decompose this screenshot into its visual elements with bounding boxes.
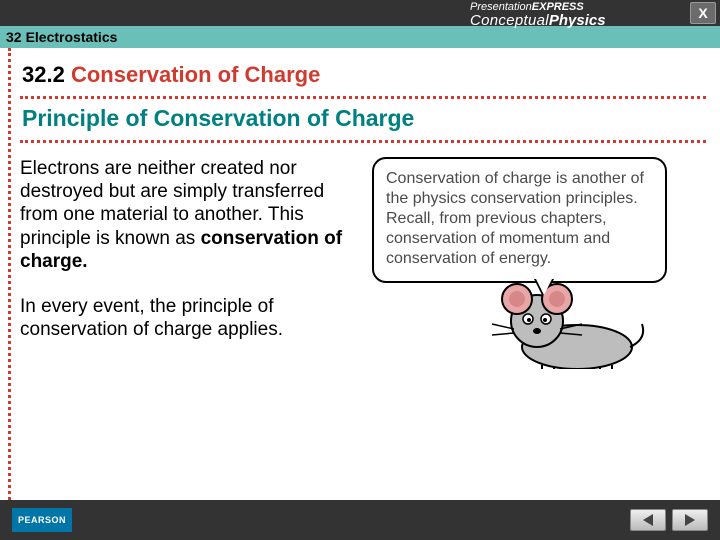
content-area: 32.2 Conservation of Charge Principle of…	[0, 48, 720, 500]
body-row: Electrons are neither created nor destro…	[20, 143, 706, 363]
section-heading: 32.2 Conservation of Charge	[20, 56, 706, 99]
section-number: 32.2	[22, 62, 65, 87]
chevron-left-icon	[643, 514, 653, 526]
brand-conceptual: Conceptual	[470, 12, 549, 29]
prev-button[interactable]	[630, 509, 666, 531]
subheading: Principle of Conservation of Charge	[20, 99, 706, 143]
body-text: Electrons are neither created nor destro…	[20, 157, 360, 363]
mouse-illustration	[482, 269, 652, 369]
section-title: Conservation of Charge	[71, 62, 320, 87]
chapter-number: 32	[6, 29, 22, 45]
paragraph-1: Electrons are neither created nor destro…	[20, 157, 360, 273]
chapter-bar: 32 Electrostatics	[0, 26, 720, 48]
chevron-right-icon	[685, 514, 695, 526]
brand-physics: Physics	[549, 12, 606, 29]
close-button[interactable]: X	[690, 2, 716, 24]
footer-bar: PEARSON	[0, 500, 720, 540]
callout-column: Conservation of charge is another of the…	[372, 157, 706, 363]
paragraph-2: In every event, the principle of conserv…	[20, 295, 360, 341]
chapter-title: Electrostatics	[26, 29, 118, 45]
brand-block: PresentationEXPRESS ConceptualPhysics	[470, 0, 606, 28]
publisher-logo: PEARSON	[12, 508, 72, 532]
close-icon: X	[698, 5, 707, 21]
title-bar: PresentationEXPRESS ConceptualPhysics X	[0, 0, 720, 26]
next-button[interactable]	[672, 509, 708, 531]
speech-bubble: Conservation of charge is another of the…	[372, 157, 667, 283]
callout-text: Conservation of charge is another of the…	[386, 170, 644, 267]
left-dotted-rule	[8, 48, 11, 500]
nav-controls	[630, 509, 708, 531]
